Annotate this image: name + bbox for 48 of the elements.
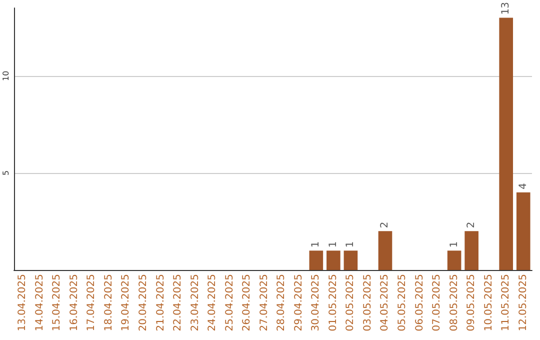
data-label: 1 <box>310 241 322 248</box>
bar <box>326 250 340 270</box>
x-tick-label: 03.05.2025 <box>362 274 374 332</box>
bar <box>499 18 514 270</box>
bar <box>464 231 478 270</box>
x-tick-label: 23.04.2025 <box>190 274 201 332</box>
x-tick-label: 04.05.2025 <box>380 274 391 332</box>
x-tick-label: 17.04.2025 <box>86 274 98 332</box>
x-tick-label: 05.05.2025 <box>397 274 408 332</box>
bar <box>309 250 324 270</box>
x-tick-label: 18.04.2025 <box>103 274 114 332</box>
data-label: 1 <box>345 241 356 248</box>
bar <box>447 250 462 270</box>
x-tick-label: 13.04.2025 <box>17 274 28 332</box>
bar <box>516 192 530 270</box>
data-label: 1 <box>448 241 460 248</box>
x-tick-label: 08.05.2025 <box>448 274 460 332</box>
bar <box>344 250 358 270</box>
x-tick-label: 20.04.2025 <box>138 274 149 332</box>
y-tick-label: 5 <box>2 170 10 176</box>
x-tick-label: 22.04.2025 <box>172 274 184 332</box>
x-tick-label: 06.05.2025 <box>414 274 426 332</box>
x-tick-label: 30.04.2025 <box>310 274 322 332</box>
x-tick-label: 24.04.2025 <box>207 274 218 332</box>
x-tick-label: 29.04.2025 <box>293 274 304 332</box>
x-tick-label: 16.04.2025 <box>68 274 80 332</box>
x-tick-label: 28.04.2025 <box>276 274 288 332</box>
x-tick-label: 15.04.2025 <box>52 274 63 332</box>
x-tick-label: 12.05.2025 <box>518 274 529 332</box>
x-tick-label: 27.04.2025 <box>258 274 270 332</box>
data-label: 2 <box>380 222 391 228</box>
x-tick-label: 02.05.2025 <box>345 274 356 332</box>
data-label: 2 <box>466 222 478 228</box>
x-tick-label: 14.04.2025 <box>34 274 46 332</box>
x-tick-label: 01.05.2025 <box>328 274 339 332</box>
x-tick-label: 10.05.2025 <box>483 274 494 332</box>
x-tick-label: 21.04.2025 <box>155 274 166 332</box>
x-tick-label: 19.04.2025 <box>120 274 132 332</box>
bar <box>378 231 392 270</box>
x-tick-label: 09.05.2025 <box>466 274 478 332</box>
x-tick-label: 26.04.2025 <box>242 274 253 332</box>
x-tick-label: 07.05.2025 <box>432 274 443 332</box>
data-label: 13 <box>500 2 512 15</box>
data-label: 1 <box>328 241 339 248</box>
x-tick-label: 11.05.2025 <box>500 274 512 332</box>
x-tick-label: 25.04.2025 <box>224 274 236 332</box>
y-tick-label: 10 <box>2 70 10 82</box>
data-label: 4 <box>518 182 529 190</box>
